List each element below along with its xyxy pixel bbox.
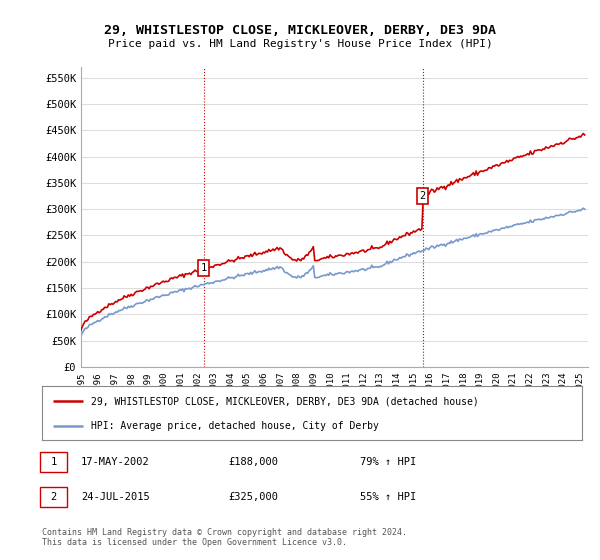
Text: 2: 2 xyxy=(419,191,426,201)
Text: Contains HM Land Registry data © Crown copyright and database right 2024.
This d: Contains HM Land Registry data © Crown c… xyxy=(42,528,407,547)
Text: £325,000: £325,000 xyxy=(228,492,278,502)
Text: 2: 2 xyxy=(50,492,56,502)
Text: £188,000: £188,000 xyxy=(228,457,278,467)
Text: 55% ↑ HPI: 55% ↑ HPI xyxy=(360,492,416,502)
Text: 17-MAY-2002: 17-MAY-2002 xyxy=(81,457,150,467)
Text: HPI: Average price, detached house, City of Derby: HPI: Average price, detached house, City… xyxy=(91,421,379,431)
Text: 29, WHISTLESTOP CLOSE, MICKLEOVER, DERBY, DE3 9DA: 29, WHISTLESTOP CLOSE, MICKLEOVER, DERBY… xyxy=(104,24,496,36)
Text: 1: 1 xyxy=(200,263,207,273)
Text: Price paid vs. HM Land Registry's House Price Index (HPI): Price paid vs. HM Land Registry's House … xyxy=(107,39,493,49)
Text: 24-JUL-2015: 24-JUL-2015 xyxy=(81,492,150,502)
Text: 79% ↑ HPI: 79% ↑ HPI xyxy=(360,457,416,467)
Text: 29, WHISTLESTOP CLOSE, MICKLEOVER, DERBY, DE3 9DA (detached house): 29, WHISTLESTOP CLOSE, MICKLEOVER, DERBY… xyxy=(91,396,478,407)
Text: 1: 1 xyxy=(50,457,56,467)
